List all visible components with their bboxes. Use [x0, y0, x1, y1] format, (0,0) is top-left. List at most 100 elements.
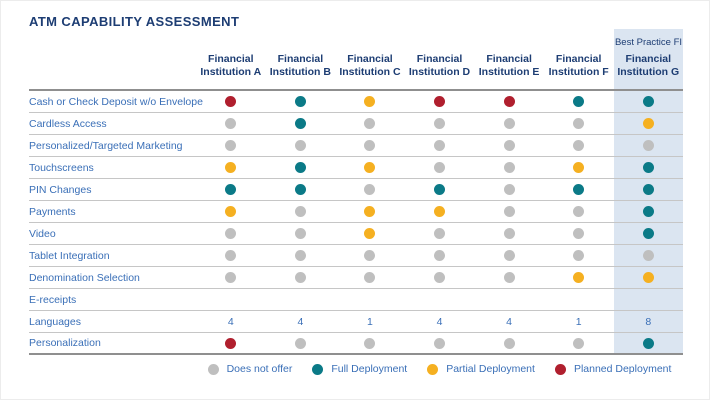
status-dot-full	[294, 96, 306, 107]
status-dot-full	[642, 206, 654, 217]
capability-cell	[196, 250, 266, 261]
capability-cell	[196, 140, 266, 151]
capability-cell	[405, 228, 475, 239]
capability-cell	[474, 228, 544, 239]
legend-item-full-deployment: Full Deployment	[312, 363, 407, 375]
capability-cell	[335, 140, 405, 151]
legend-item-does-not-offer: Does not offer	[207, 363, 293, 375]
capability-cell	[335, 96, 405, 107]
capability-cell	[335, 272, 405, 283]
status-dot-none	[503, 337, 515, 349]
capability-cell: 4	[405, 316, 475, 328]
status-dot-none	[434, 272, 446, 283]
status-dot-none	[364, 140, 376, 151]
table-row: Tablet Integration	[29, 245, 683, 267]
best-practice-label: Best Practice FI	[614, 37, 683, 48]
cell-value: 1	[367, 315, 373, 328]
table-row: Denomination Selection	[29, 267, 683, 289]
status-dot-none	[434, 140, 446, 151]
capability-cell	[544, 206, 614, 217]
table-row: Personalized/Targeted Marketing	[29, 135, 683, 157]
row-label: Personalized/Targeted Marketing	[29, 139, 183, 152]
capability-cell	[266, 96, 336, 107]
capability-cell	[266, 228, 336, 239]
capability-cell	[474, 96, 544, 107]
legend-item-partial-deployment: Partial Deployment	[427, 363, 535, 375]
status-dot-none	[364, 250, 376, 261]
status-dot-full	[573, 96, 585, 107]
status-dot-partial	[364, 96, 376, 107]
capability-cell	[405, 250, 475, 261]
status-dot-none	[573, 118, 585, 129]
capability-table: Best Practice FI Financial Institution A…	[29, 29, 683, 355]
capability-cell	[613, 337, 683, 349]
table-row: Cardless Access	[29, 113, 683, 135]
capability-cell	[544, 162, 614, 173]
capability-cell	[474, 118, 544, 129]
status-dot-none	[503, 162, 515, 173]
status-dot-planned	[225, 337, 237, 349]
status-dot-none	[573, 250, 585, 261]
legend: Does not offer Full Deployment Partial D…	[196, 363, 683, 375]
header-row: Financial Institution A Financial Institu…	[29, 29, 683, 89]
row-label: Payments	[29, 205, 76, 218]
status-dot-partial	[642, 272, 654, 283]
legend-label: Does not offer	[226, 363, 293, 375]
capability-cell	[544, 228, 614, 239]
capability-cell	[335, 337, 405, 349]
capability-cell: 4	[474, 316, 544, 328]
status-dot-none	[573, 206, 585, 217]
capability-cell	[613, 206, 683, 217]
capability-cell	[474, 162, 544, 173]
column-header-d: Financial Institution D	[408, 52, 471, 79]
column-header-c: Financial Institution C	[339, 52, 401, 79]
capability-cell	[266, 140, 336, 151]
status-dot-full	[294, 184, 306, 195]
status-dot-none	[225, 140, 237, 151]
full-deployment-dot-icon	[312, 363, 324, 375]
capability-cell	[405, 206, 475, 217]
row-label: Denomination Selection	[29, 271, 140, 284]
status-dot-full	[294, 118, 306, 129]
legend-label: Planned Deployment	[573, 363, 672, 375]
planned-deployment-dot-icon	[554, 363, 566, 375]
status-dot-partial	[364, 206, 376, 217]
status-dot-partial	[573, 272, 585, 283]
column-header-f: Financial Institution F	[548, 52, 609, 79]
capability-cell	[544, 184, 614, 195]
capability-cell	[474, 250, 544, 261]
capability-cell	[266, 250, 336, 261]
capability-cell	[335, 162, 405, 173]
capability-cell	[266, 184, 336, 195]
row-label: Cash or Check Deposit w/o Envelope	[29, 95, 203, 108]
capability-cell	[196, 96, 266, 107]
status-dot-none	[434, 228, 446, 239]
cell-value: 1	[575, 315, 582, 328]
capability-cell	[405, 118, 475, 129]
capability-cell	[474, 206, 544, 217]
status-dot-none	[503, 184, 515, 195]
status-dot-planned	[434, 96, 446, 107]
row-label: Personalization	[29, 337, 101, 349]
capability-cell	[613, 140, 683, 151]
legend-label: Full Deployment	[331, 363, 408, 375]
capability-cell	[405, 96, 475, 107]
capability-cell	[613, 118, 683, 129]
status-dot-none	[294, 272, 306, 283]
capability-cell	[196, 272, 266, 283]
cell-value: 8	[645, 315, 652, 328]
legend-label: Partial Deployment	[446, 363, 535, 375]
table-body: Cash or Check Deposit w/o Envelope Cardle…	[29, 89, 683, 355]
capability-cell	[613, 228, 683, 239]
capability-cell	[405, 162, 475, 173]
status-dot-none	[225, 228, 237, 239]
status-dot-none	[503, 250, 515, 261]
capability-cell	[613, 184, 683, 195]
status-dot-none	[225, 250, 237, 261]
cell-value: 4	[227, 315, 234, 328]
capability-cell	[544, 337, 614, 349]
status-dot-partial	[364, 228, 376, 239]
capability-cell	[613, 250, 683, 261]
status-dot-none	[364, 118, 376, 129]
column-header-g: Financial Institution G	[617, 52, 680, 79]
